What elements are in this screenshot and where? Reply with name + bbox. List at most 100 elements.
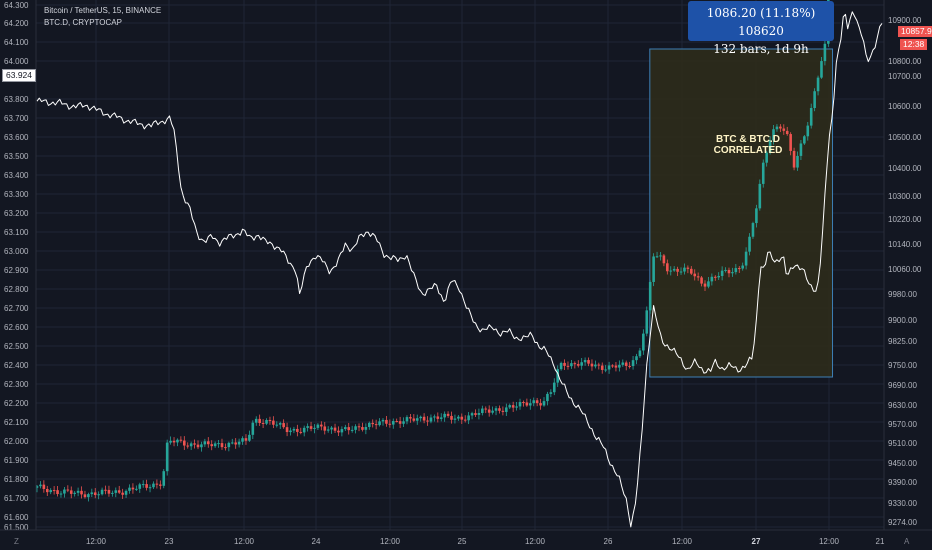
candle-body — [542, 401, 546, 406]
candle-body — [717, 275, 721, 278]
auto-scale-button[interactable]: A — [904, 537, 910, 546]
candle-body — [337, 430, 340, 433]
candle-body — [693, 273, 697, 277]
candle-body — [734, 268, 738, 273]
candle-body — [357, 426, 361, 428]
left-axis-tick: 63.700 — [4, 114, 29, 123]
candle-body — [333, 427, 337, 431]
candle-body — [378, 421, 381, 426]
x-axis-tick: 12:00 — [672, 537, 693, 546]
candle-body — [491, 410, 494, 413]
candle-body — [388, 423, 392, 425]
right-axis-tick: 9450.00 — [888, 459, 917, 468]
right-axis-tick: 10500.00 — [888, 133, 922, 142]
candle-body — [45, 488, 49, 493]
candle-body — [511, 405, 515, 408]
candle-body — [299, 431, 303, 433]
candle-body — [450, 415, 453, 420]
candle-body — [528, 403, 532, 406]
candle-body — [686, 267, 690, 269]
candle-body — [251, 422, 255, 435]
candle-body — [405, 417, 409, 422]
candle-body — [645, 310, 649, 334]
candle-body — [107, 489, 111, 494]
left-axis-tick: 61.900 — [4, 456, 29, 465]
candle-body — [436, 416, 440, 419]
candle-body — [765, 152, 768, 163]
candle-body — [463, 419, 467, 421]
timezone-button[interactable]: Z — [14, 537, 19, 546]
right-axis-tick: 9390.00 — [888, 478, 917, 487]
candle-body — [73, 492, 76, 494]
symbol-title[interactable]: Bitcoin / TetherUS, 15, BINANCE — [44, 6, 162, 15]
candle-body — [35, 486, 39, 488]
candle-body — [607, 365, 611, 370]
candle-body — [244, 438, 248, 441]
candle-body — [713, 276, 717, 278]
candle-body — [210, 444, 214, 447]
candle-body — [265, 419, 268, 424]
candle-body — [532, 400, 536, 404]
candle-body — [52, 490, 56, 492]
correlation-note-line1: BTC & BTC.D — [716, 134, 780, 145]
candle-body — [515, 406, 518, 408]
correlation-note[interactable]: BTC & BTC.D CORRELATED — [700, 134, 796, 156]
candle-body — [80, 490, 83, 495]
left-axis-tick: 62.200 — [4, 399, 29, 408]
candle-body — [63, 489, 66, 494]
candle-body — [104, 489, 107, 491]
left-axis-tick: 62.900 — [4, 266, 29, 275]
candle-body — [344, 427, 347, 430]
right-axis-tick: 9570.00 — [888, 420, 917, 429]
candle-body — [217, 443, 220, 445]
dominance-price-tag: 63.924 — [2, 69, 36, 82]
candle-body — [165, 442, 169, 472]
candle-body — [121, 492, 124, 495]
candle-body — [364, 427, 368, 430]
candle-body — [604, 369, 607, 371]
x-axis-tick: 12:00 — [86, 537, 107, 546]
candle-body — [159, 484, 162, 486]
x-axis-tick: 26 — [604, 537, 613, 546]
candle-body — [56, 490, 59, 494]
candle-body — [241, 438, 244, 442]
right-axis-tick: 10300.00 — [888, 192, 922, 201]
candle-body — [683, 267, 686, 272]
candle-body — [131, 487, 135, 490]
candle-body — [306, 426, 309, 428]
right-axis-tick: 10600.00 — [888, 102, 922, 111]
candle-body — [594, 364, 597, 367]
candle-body — [731, 272, 734, 274]
candle-body — [347, 427, 351, 431]
highlight-box — [649, 48, 834, 378]
left-axis-tick: 61.700 — [4, 494, 29, 503]
candle-body — [467, 415, 470, 421]
overlay-symbol-title[interactable]: BTC.D, CRYPTOCAP — [44, 18, 122, 27]
candle-body — [330, 427, 333, 430]
x-axis-tick: 12:00 — [819, 537, 840, 546]
candle-body — [258, 418, 261, 423]
candle-body — [230, 442, 234, 444]
candle-body — [145, 484, 148, 488]
candle-body — [707, 281, 710, 287]
bar-countdown-tag: 12:38 — [900, 39, 928, 50]
left-axis-tick: 62.100 — [4, 418, 29, 427]
right-axis-tick: 10800.00 — [888, 57, 922, 66]
candle-body — [278, 423, 282, 425]
candle-body — [179, 439, 183, 441]
btc-dominance-line — [36, 11, 883, 528]
candle-body — [501, 410, 505, 412]
x-axis-tick: 12:00 — [525, 537, 546, 546]
left-axis-tick: 64.300 — [4, 1, 29, 10]
candle-body — [268, 419, 272, 421]
measure-duration: 132 bars, 1d 9h — [713, 42, 809, 56]
candle-body — [90, 492, 94, 495]
candle-body — [816, 77, 820, 92]
candle-body — [566, 365, 570, 367]
candle-body — [285, 427, 289, 433]
candle-body — [823, 43, 827, 62]
candle-body — [789, 134, 792, 151]
candle-body — [522, 402, 525, 404]
candle-body — [583, 360, 587, 363]
